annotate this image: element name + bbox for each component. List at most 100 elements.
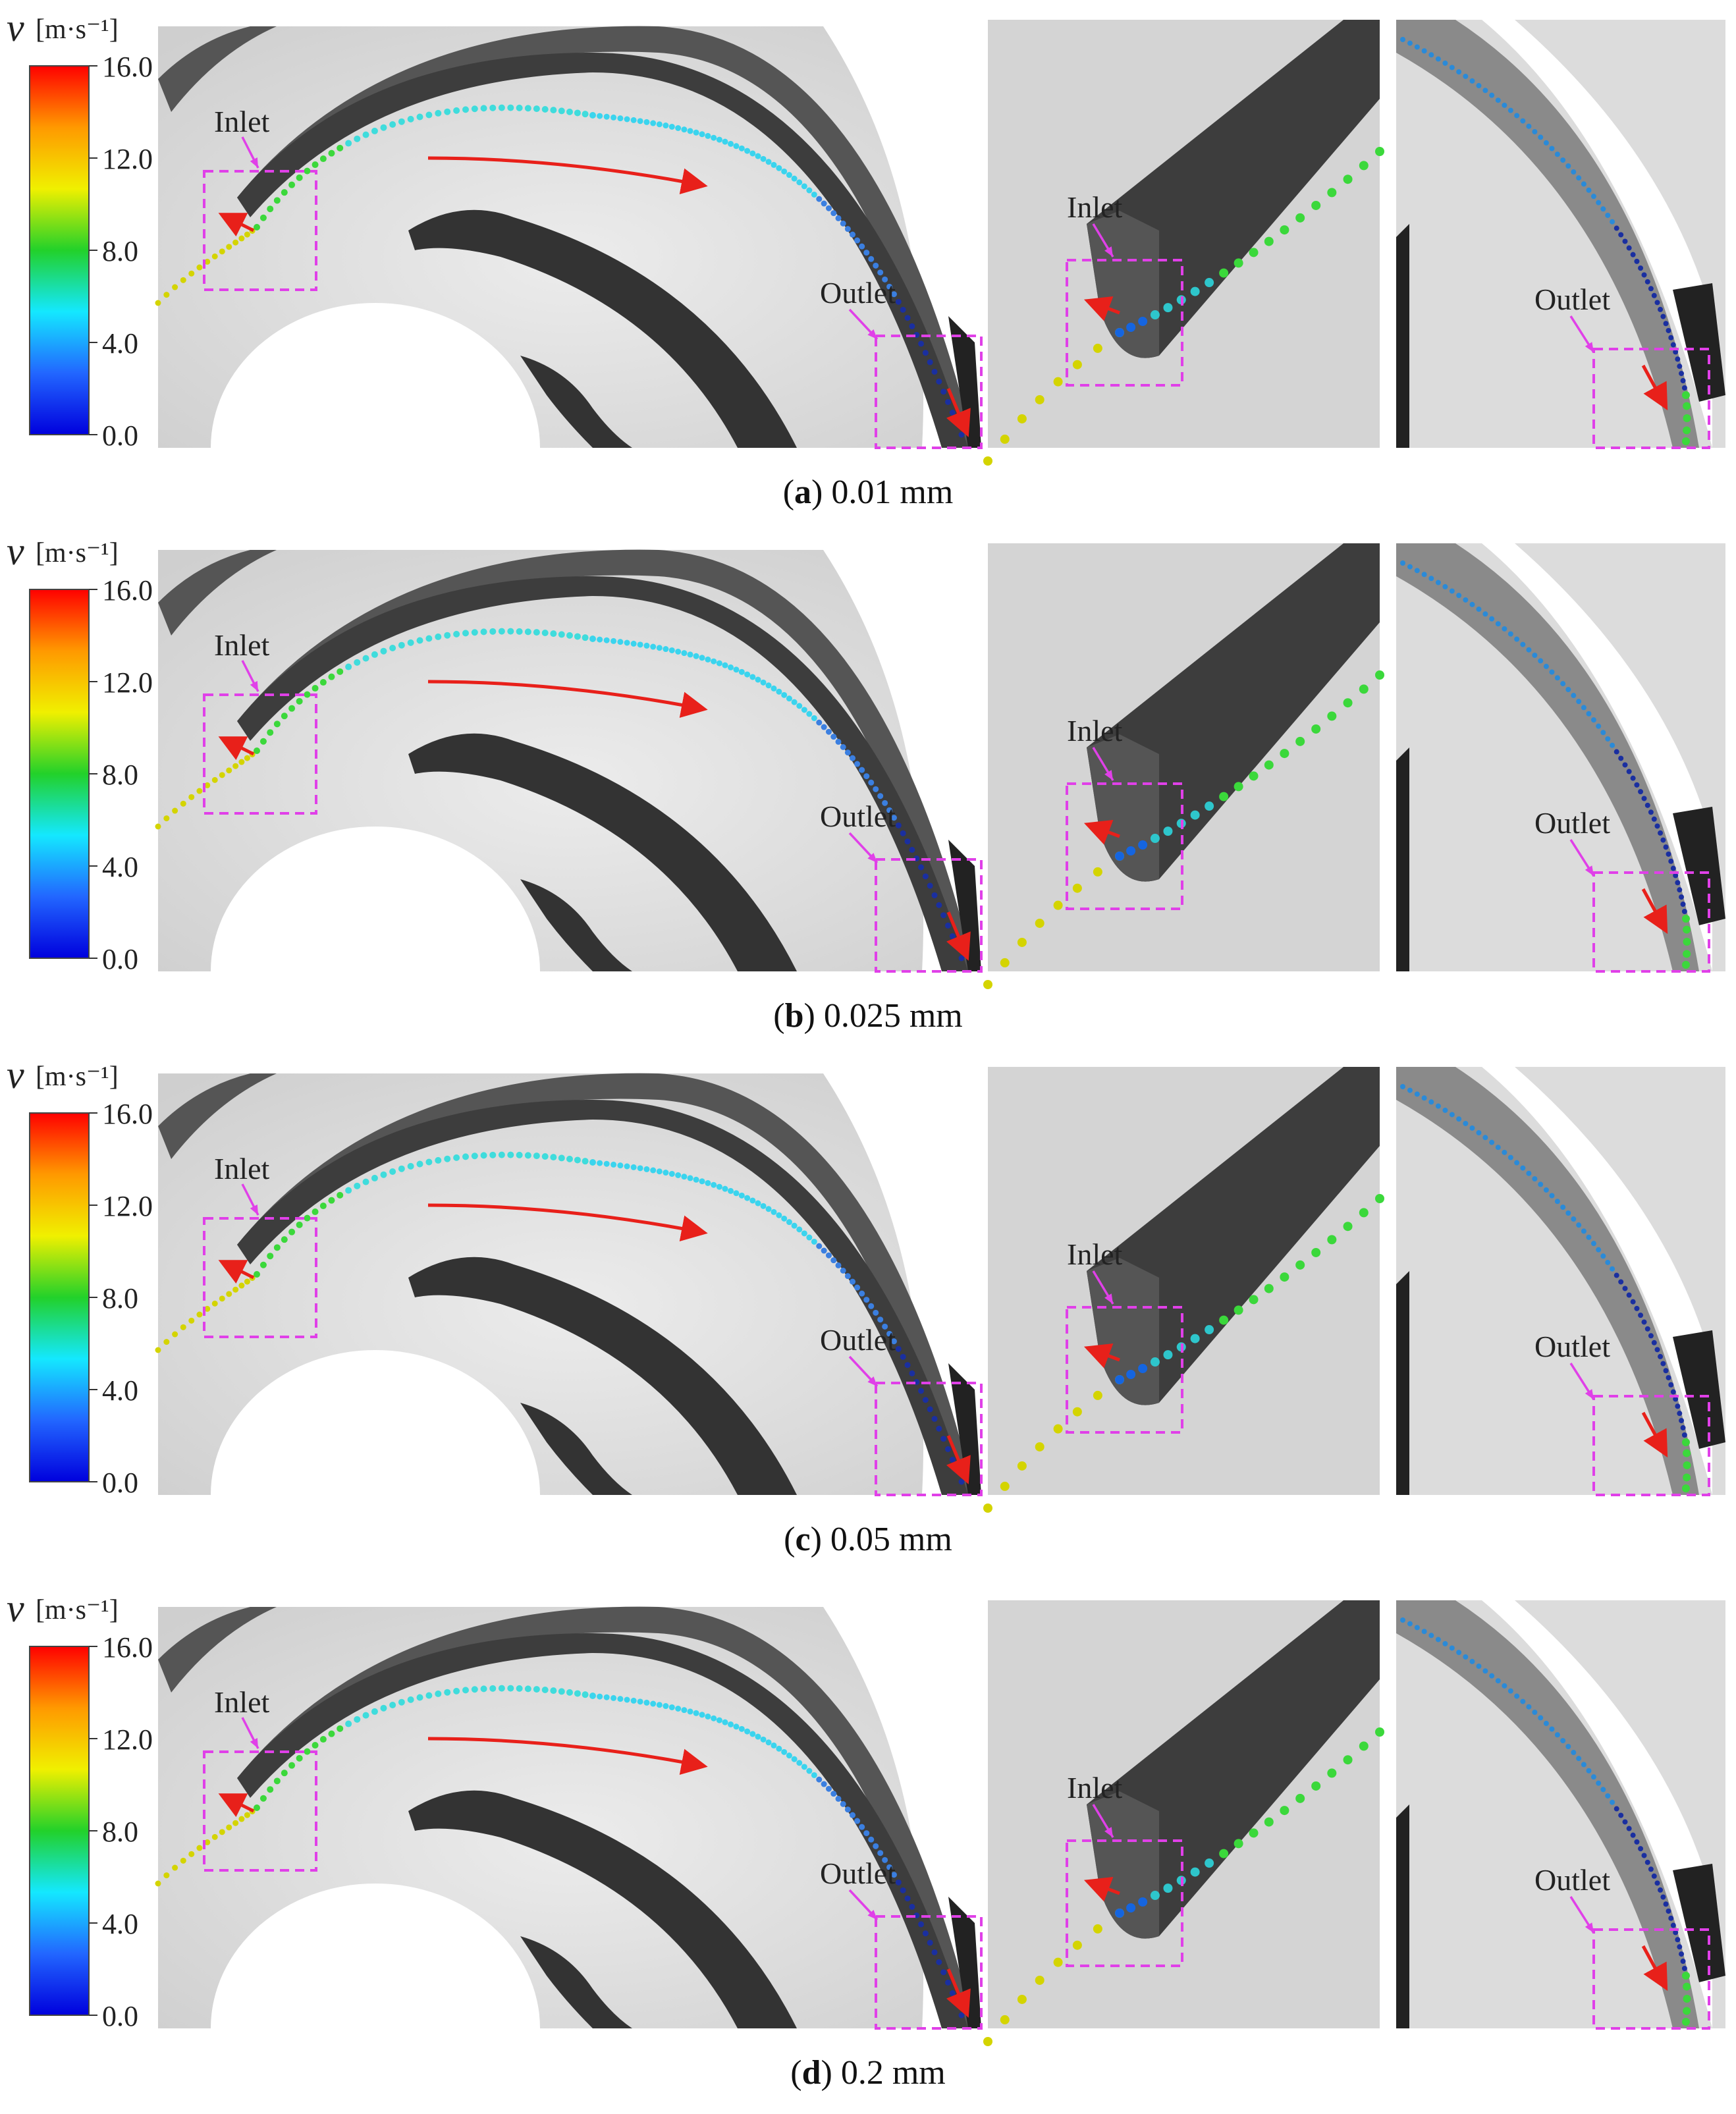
trajectory-point — [1683, 1461, 1691, 1469]
trajectory-point — [1682, 915, 1690, 923]
trajectory-point — [1682, 1972, 1690, 1980]
trajectory-point — [786, 1219, 792, 1226]
inlet-label: Inlet — [214, 1152, 270, 1185]
trajectory-point — [1526, 1170, 1532, 1176]
zoom-edge — [1396, 1804, 1409, 2028]
trajectory-point — [1520, 1165, 1526, 1171]
trajectory-point — [273, 1244, 281, 1251]
trajectory-point — [398, 1165, 405, 1172]
inlet-label: Inlet — [214, 1685, 270, 1719]
trajectory-point — [1681, 1432, 1687, 1438]
pointer-arrowhead — [250, 681, 258, 691]
trajectory-point — [656, 1702, 663, 1708]
trajectory-point — [825, 728, 832, 735]
trajectory-point — [1596, 1780, 1602, 1786]
trajectory-point — [765, 1206, 772, 1212]
trajectory-point — [711, 1181, 717, 1188]
trajectory-point — [650, 1700, 657, 1707]
trajectory-point — [617, 1162, 624, 1169]
trajectory-point — [288, 1762, 296, 1769]
lower-blade — [408, 209, 797, 448]
trajectory-point — [1648, 286, 1654, 292]
trajectory-point — [296, 1221, 303, 1228]
trajectory-point — [453, 630, 460, 637]
trajectory-point — [1190, 1334, 1200, 1343]
colorbar-tick-label: 0.0 — [102, 943, 138, 975]
trajectory-point — [1115, 328, 1124, 337]
trajectory-point — [597, 1160, 603, 1166]
trajectory-point — [873, 262, 879, 269]
trajectory-point — [760, 155, 767, 162]
trajectory-point — [1581, 1228, 1587, 1234]
trajectory-point — [722, 1185, 728, 1192]
trajectory-point — [877, 793, 884, 800]
trajectory-point — [890, 1338, 897, 1345]
trajectory-point — [936, 902, 942, 908]
trajectory-point — [1560, 681, 1566, 687]
trajectory-point — [687, 1175, 693, 1181]
trajectory-point — [1683, 426, 1691, 435]
trajectory-point — [705, 1179, 711, 1186]
trajectory-point — [830, 1257, 837, 1264]
panel-value: 0.01 mm — [831, 474, 954, 511]
trajectory-point — [1463, 1120, 1469, 1126]
trajectory-point — [705, 1713, 711, 1720]
trajectory-point — [716, 1183, 722, 1190]
trajectory-point — [371, 1708, 378, 1715]
main-blade — [237, 1100, 968, 1495]
trajectory-point — [172, 284, 178, 290]
trajectory-point — [765, 682, 772, 689]
trajectory-point — [155, 1347, 161, 1353]
trajectory-point — [558, 1688, 565, 1695]
trajectory-point — [1543, 1187, 1549, 1193]
trajectory-point — [516, 104, 523, 111]
trajectory-point — [507, 628, 514, 635]
trajectory-point — [681, 650, 688, 657]
trajectory-point — [954, 944, 960, 950]
trajectory-point — [1677, 887, 1683, 893]
trajectory-point — [362, 1178, 369, 1185]
trajectory-point — [1648, 1866, 1654, 1872]
trajectory-point — [958, 955, 965, 962]
trajectory-point — [1663, 844, 1669, 850]
inlet-flow-arrow — [218, 736, 255, 761]
trajectory-point — [398, 1698, 405, 1706]
trajectory-point — [337, 1191, 344, 1199]
trajectory-point — [226, 244, 232, 250]
trajectory-point — [407, 1696, 414, 1703]
trajectory-point — [663, 646, 669, 653]
trajectory-point — [1660, 837, 1666, 843]
trajectory-point — [1682, 1484, 1690, 1492]
trajectory-point — [650, 643, 657, 650]
trajectory-point — [1428, 1633, 1434, 1639]
colorbar-tick-label: 0.0 — [102, 420, 138, 452]
trajectory-point — [617, 115, 624, 122]
trajectory-point — [1507, 1688, 1513, 1694]
trajectory-point — [328, 673, 335, 680]
trajectory-point — [1683, 1982, 1691, 1991]
zoom-edge — [1396, 1271, 1409, 1495]
trajectory-point — [840, 220, 846, 227]
trajectory-point — [681, 126, 688, 133]
panel-graphic: v [m·s⁻¹]16.012.08.04.00.0InletOutletInle… — [7, 529, 1725, 989]
trajectory-point — [1682, 2018, 1690, 2026]
trajectory-point — [1507, 631, 1513, 637]
trajectory-point — [1017, 414, 1027, 423]
trajectory-point — [1489, 1139, 1495, 1145]
trajectory-point — [558, 1154, 565, 1162]
zoom-edge — [1396, 224, 1409, 448]
trajectory-point — [806, 1768, 813, 1774]
trajectory-point — [345, 663, 352, 670]
trajectory-point — [904, 1895, 911, 1902]
trajectory-point — [1648, 809, 1654, 815]
inlet-label: Inlet — [214, 105, 270, 138]
trajectory-point — [1035, 918, 1044, 928]
trajectory-point — [407, 1162, 414, 1170]
trajectory-point — [749, 1731, 756, 1737]
trajectory-point — [304, 1214, 311, 1222]
trajectory-point — [624, 1163, 630, 1170]
zoom-outlet-arrow — [1641, 1945, 1668, 1992]
trajectory-point — [1414, 1091, 1420, 1097]
trajectory-point — [1190, 1867, 1200, 1877]
trajectory-point — [267, 729, 274, 736]
